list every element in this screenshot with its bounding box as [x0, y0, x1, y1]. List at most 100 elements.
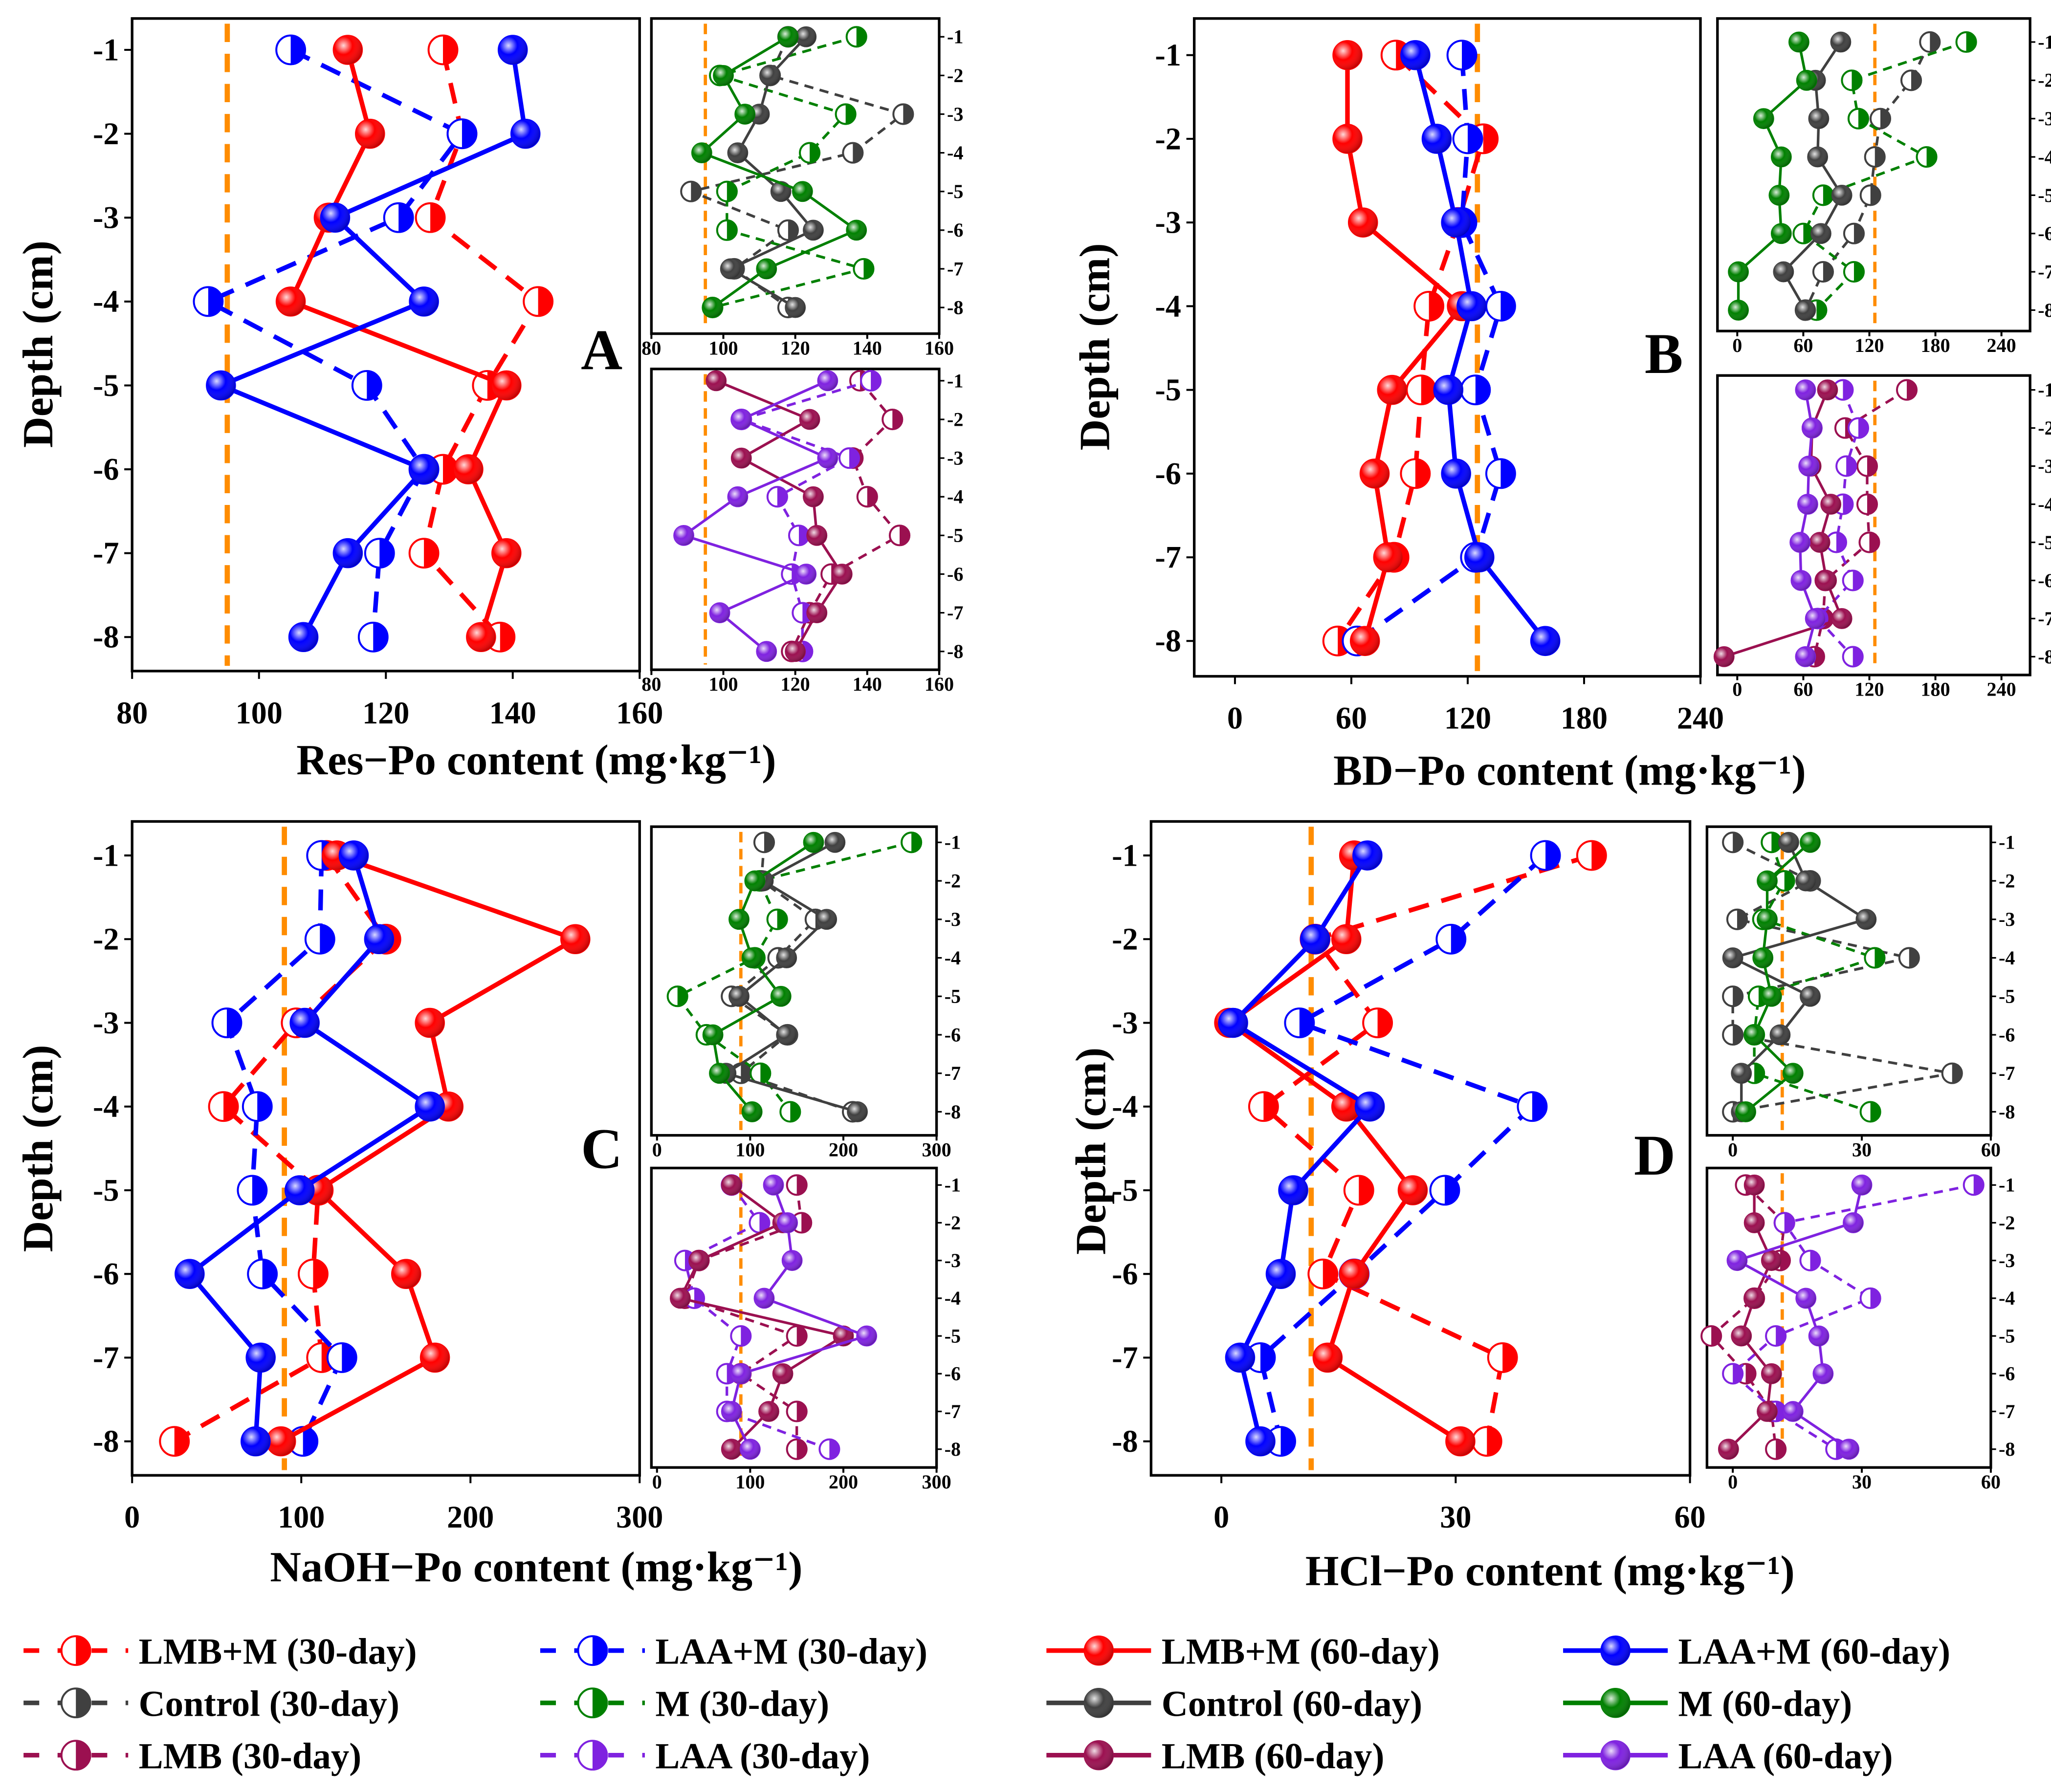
marker-half-fill: [871, 371, 881, 391]
data-point: [1847, 108, 1870, 130]
marker-shine: [803, 487, 823, 507]
y-tick-label: -3: [947, 103, 963, 125]
data-point: [1830, 31, 1852, 53]
data-point: [792, 181, 813, 202]
marker-half-fill: [691, 181, 701, 201]
data-point: [1218, 1007, 1248, 1038]
marker-shine: [1832, 185, 1852, 205]
data-point: [298, 1258, 329, 1289]
marker-half-fill: [1429, 291, 1444, 321]
series-lmb-60-day-: [706, 370, 853, 662]
data-point: [728, 909, 750, 930]
data-point: [1898, 947, 1920, 969]
marker-half-fill: [424, 539, 439, 568]
y-tick-label: -6: [1112, 1257, 1138, 1291]
y-tick-label: -6: [93, 452, 119, 486]
legend-entry: M (60-day): [1563, 1683, 1852, 1724]
y-tick-label: -6: [1999, 1024, 2015, 1046]
data-point: [1810, 223, 1831, 244]
y-tick-label: -8: [947, 296, 963, 318]
y-axis-label: Depth (cm): [1071, 243, 1119, 450]
series-laa-30-day-: [1722, 1174, 1985, 1460]
marker-shine: [803, 832, 824, 852]
x-tick-label: 60: [1793, 334, 1813, 356]
data-point: [777, 26, 799, 47]
marker-shine: [415, 1092, 444, 1121]
marker-shine: [1731, 1326, 1751, 1346]
data-point: [772, 1363, 794, 1384]
x-tick-label: 140: [489, 696, 536, 730]
data-point: [1864, 947, 1886, 969]
data-point: [1406, 374, 1437, 406]
marker-shine: [728, 487, 748, 507]
data-point: [415, 1007, 445, 1038]
marker-half-fill: [1771, 832, 1782, 852]
x-tick-label: 60: [1336, 701, 1367, 736]
data-point: [688, 1250, 709, 1271]
marker-half-fill: [802, 641, 813, 661]
series-line: [186, 854, 434, 1442]
marker-shine: [1744, 1213, 1764, 1233]
data-point: [776, 1024, 797, 1046]
data-point: [741, 1101, 763, 1122]
data-point: [1530, 840, 1561, 871]
inset-bottom: 0 60 120 180 240 -1 -2 -3 -4 -5 -6 -7 -8: [1713, 374, 2051, 700]
marker-shine: [1753, 948, 1773, 968]
data-point: [1487, 1342, 1518, 1373]
x-tick-label: 140: [853, 673, 882, 695]
x-tick-label: 120: [1444, 701, 1491, 736]
marker-half-fill: [342, 1343, 356, 1372]
y-tick-label: -8: [2038, 299, 2051, 321]
data-point: [1373, 542, 1404, 572]
panel-letter: C: [581, 1117, 622, 1180]
marker-half-fill: [741, 1326, 751, 1346]
x-axis-label: HCl−Po content (mg·kg⁻¹): [1305, 1547, 1795, 1595]
marker-half-fill: [1500, 459, 1515, 488]
marker-half-fill: [226, 1008, 242, 1037]
data-point: [357, 621, 389, 653]
data-point: [845, 26, 867, 48]
marker-half-fill: [443, 455, 458, 484]
data-point: [716, 219, 738, 241]
marker-shine: [1795, 300, 1815, 320]
y-tick-label: -8: [1999, 1438, 2015, 1460]
marker-half-fill: [1870, 1288, 1880, 1308]
x-tick-label: 0: [1227, 701, 1243, 736]
data-point: [1530, 626, 1561, 656]
data-point: [1722, 1363, 1744, 1385]
marker-shine: [1744, 1025, 1764, 1045]
data-point: [1859, 1287, 1881, 1309]
data-point: [788, 524, 810, 546]
data-point: [288, 622, 319, 653]
marker-half-fill: [1415, 459, 1430, 488]
x-tick-label: 0: [652, 1138, 662, 1160]
data-point: [338, 840, 369, 871]
marker-shine: [1796, 1288, 1816, 1308]
data-point: [1800, 985, 1821, 1007]
marker-half-fill: [1733, 986, 1743, 1006]
data-point: [241, 1426, 271, 1457]
marker-half-fill: [1843, 380, 1853, 400]
marker-half-fill: [845, 104, 856, 124]
data-point: [1485, 458, 1516, 489]
x-tick-label: 0: [1213, 1500, 1229, 1534]
marker-shine: [735, 104, 755, 124]
x-tick-label: 180: [1920, 334, 1950, 356]
marker-half-fill: [592, 1636, 607, 1665]
y-axis-label: Depth (cm): [1067, 1048, 1115, 1255]
y-tick-label: -3: [2038, 108, 2051, 130]
marker-half-fill: [759, 1213, 770, 1233]
data-point: [1728, 261, 1749, 283]
marker-half-fill: [1875, 147, 1885, 167]
data-point: [1799, 1249, 1821, 1271]
data-point: [770, 181, 792, 202]
data-point: [1452, 123, 1483, 154]
marker-shine: [846, 220, 866, 240]
x-tick-label: 100: [278, 1500, 325, 1534]
marker-half-fill: [1780, 1250, 1790, 1270]
data-point: [1812, 261, 1834, 283]
data-point: [882, 408, 904, 431]
marker-half-fill: [76, 1636, 90, 1665]
data-point: [721, 1174, 742, 1196]
marker-shine: [825, 832, 845, 852]
